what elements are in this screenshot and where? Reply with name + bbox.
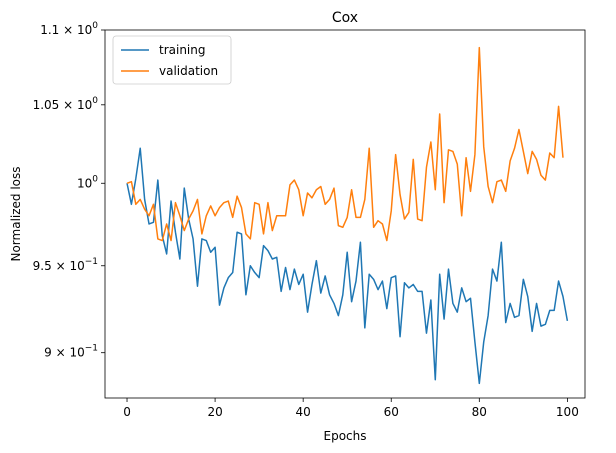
series-line-validation bbox=[126, 46, 564, 242]
legend-label-validation: validation bbox=[159, 64, 218, 78]
x-axis-title: Epochs bbox=[324, 429, 367, 443]
chart-title: Cox bbox=[332, 10, 358, 26]
legend-label-training: training bbox=[159, 43, 206, 57]
y-tick-label: 1.1 × 100 bbox=[40, 21, 98, 37]
legend-box bbox=[112, 35, 232, 85]
y-tick-label: 9.5 × 10−1 bbox=[33, 257, 98, 273]
series-line-training bbox=[126, 147, 569, 385]
x-tick-label: 80 bbox=[472, 405, 487, 419]
x-tick-label: 100 bbox=[556, 405, 579, 419]
x-tick-label: 60 bbox=[384, 405, 399, 419]
plot-frame bbox=[104, 29, 586, 399]
series-layer bbox=[126, 46, 569, 385]
x-tick-label: 40 bbox=[296, 405, 311, 419]
y-tick-label: 100 bbox=[77, 174, 98, 190]
y-tick-label: 9 × 10−1 bbox=[44, 344, 98, 360]
y-axis-title: Normalized loss bbox=[9, 166, 23, 261]
y-tick-label: 1.05 × 100 bbox=[33, 96, 99, 112]
x-tick-label: 20 bbox=[207, 405, 222, 419]
axes-layer: 0 20 40 60 80 100 9 × 10−1 9.5 × 10−1 100 1.05 × … bbox=[33, 21, 586, 419]
legend: training validation bbox=[112, 35, 232, 85]
x-tick-label: 0 bbox=[123, 405, 131, 419]
